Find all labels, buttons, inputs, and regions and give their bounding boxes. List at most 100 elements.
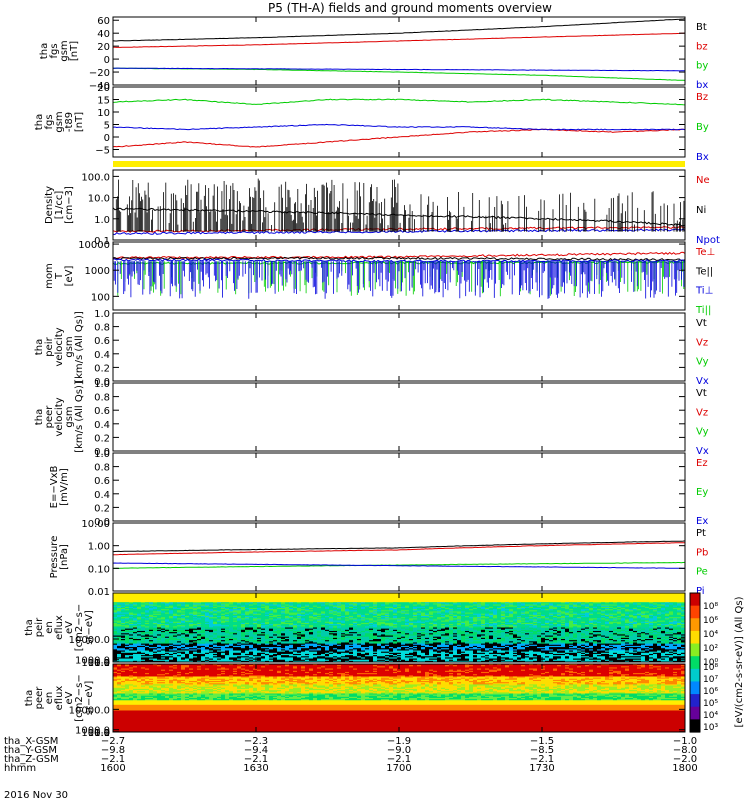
ytick-label: 0: [104, 55, 110, 66]
ylabel-line: gsm: [54, 111, 65, 132]
legend-by: by: [696, 61, 708, 72]
ylabel-line: velocity: [54, 327, 65, 366]
ytick-label: 100.0: [81, 658, 110, 669]
ylabel-line: gsm: [64, 406, 75, 427]
ylabel-line: sr−eV]: [84, 610, 95, 645]
xaxis-value: −8.5: [530, 745, 554, 756]
ytick-label: 10.00: [81, 519, 110, 530]
ytick-label: 0.2: [94, 433, 110, 444]
xaxis-row-label: tha_X-GSM: [4, 736, 58, 747]
legend-bx: bx: [696, 80, 708, 91]
ylabel-line: [cm2−s−: [74, 674, 85, 721]
ylabel: tha fgs gsm -t89 [nT]: [34, 111, 85, 132]
ytick-label: 0: [104, 133, 110, 144]
xaxis-value: 1600: [100, 763, 125, 774]
ylabel-line: tha: [34, 339, 45, 355]
ytick-label: 0.4: [94, 490, 110, 501]
ytick-label: 1.0: [94, 728, 110, 739]
series-Pi: [113, 562, 685, 569]
ylabel: Density [1/cc] [cm−3]: [44, 186, 75, 224]
ylabel-line: [km/s (All Qs)]: [74, 311, 85, 383]
ytick-label: 10000.0: [69, 705, 110, 716]
colorbar-label: [eV/(cm2-s-sr-eV)] (All Qs): [734, 596, 745, 727]
legend-Vy: Vy: [696, 357, 709, 368]
legend-Pb: Pb: [696, 547, 708, 558]
ytick-label: 10.0: [88, 658, 110, 669]
ylabel-line: T: [54, 272, 65, 280]
ylabel-line: mom: [44, 263, 55, 289]
panel-9-data: [113, 593, 685, 662]
ytick-label: 10.0: [88, 728, 110, 739]
ylabel-line: Density: [44, 186, 55, 224]
ytick-label: 100.0: [81, 728, 110, 739]
colorbar-tick: 10⁴: [703, 630, 718, 640]
legend-Vt: Vt: [696, 388, 707, 399]
ylabel-line: [cm2−s−: [74, 604, 85, 651]
legend-Ex: Ex: [696, 516, 708, 527]
ylabel-line: [mV/m]: [59, 468, 70, 506]
legend-Vz: Vz: [696, 337, 708, 348]
panel-5: 1.0 0.8 0.6 0.4 0.2 0.0 tha peir velocity gsm [km/…: [34, 309, 709, 388]
ytick-label: 1.0: [94, 309, 110, 320]
date-label: 2016 Nov 30: [4, 790, 68, 800]
xaxis-value: −2.1: [530, 754, 554, 765]
legend-Ti||: Ti||: [695, 305, 711, 316]
panel-7-frame: [112, 452, 686, 522]
colorbar-cell: [690, 656, 700, 670]
ylabel: mom T [eV]: [44, 263, 75, 289]
ytick-label: 0.4: [94, 350, 110, 361]
ylabel-line: [nT]: [74, 112, 85, 132]
panel-3: 100.0 10.0 1.0 0.1 Density [1/cc] [cm−3] Ne Ni Np…: [44, 169, 720, 247]
series-bx: [113, 67, 685, 72]
series-Npot: [113, 228, 685, 236]
ylabel-line: Pressure: [49, 536, 60, 579]
legend-Vt: Vt: [696, 318, 707, 329]
colorbar-cell: [690, 643, 700, 657]
ylabel-line: peer: [44, 405, 55, 429]
panel-6: 1.0 0.8 0.6 0.4 0.2 0.0 tha peer velocity gsm [km/…: [34, 379, 709, 458]
legend-Ni: Ni: [696, 205, 706, 216]
panel-4-data: [113, 251, 685, 299]
legend-Pt: Pt: [696, 528, 706, 539]
series-By: [113, 98, 685, 106]
ylabel: E=−VxB [mV/m]: [49, 466, 70, 509]
ylabel-line: sr−eV]: [84, 681, 95, 716]
ylabel-line: peer: [34, 686, 45, 710]
ylabel-line: fgs: [49, 43, 60, 58]
ytick-label: 0.1: [94, 658, 110, 669]
colorbar-cell: [690, 630, 700, 645]
colorbar-tick: 10⁷: [703, 675, 718, 685]
ytick-label: 100.0: [81, 172, 110, 183]
ytick-label: −20: [89, 68, 110, 79]
ytick-label: 1.00: [88, 542, 110, 553]
panel-2-frame: [112, 86, 686, 158]
ytick-label: 1000.0: [75, 726, 110, 737]
legend-Ez: Ez: [696, 458, 708, 469]
colorbar-cell: [690, 719, 700, 733]
colorbar-cell: [690, 668, 700, 683]
ytick-label: 5: [104, 121, 110, 132]
ytick-label: 0.8: [94, 463, 110, 474]
ylabel-line: gsm: [59, 40, 70, 61]
colorbar-cell: [690, 605, 700, 619]
xaxis-value: −2.0: [673, 754, 697, 765]
ytick-label: 10: [97, 108, 110, 119]
xaxis-value: −1.0: [673, 736, 697, 747]
legend-Vx: Vx: [696, 376, 709, 387]
panel-5-frame: [112, 312, 686, 382]
legend-By: By: [696, 122, 709, 133]
ytick-label: 10000: [78, 240, 110, 251]
xaxis-value: −2.7: [101, 736, 125, 747]
ytick-label: 0.8: [94, 393, 110, 404]
flag-band: [113, 161, 685, 167]
xaxis-value: −9.8: [101, 745, 125, 756]
ytick-label: 0.01: [88, 587, 110, 598]
ylabel: tha peir en eflux eV [cm2−s− sr−eV]: [24, 604, 95, 651]
panel-4: 10000 1000 100 mom T [eV] Te⊥ Te|| Ti⊥ Ti||: [44, 240, 715, 316]
ytick-label: 20: [97, 83, 110, 94]
panel-1-data: [113, 18, 685, 81]
ylabel-line: tha: [34, 409, 45, 425]
series-Pb: [113, 542, 685, 556]
xaxis-value: −1.9: [387, 736, 411, 747]
xaxis-value: −2.1: [387, 754, 411, 765]
